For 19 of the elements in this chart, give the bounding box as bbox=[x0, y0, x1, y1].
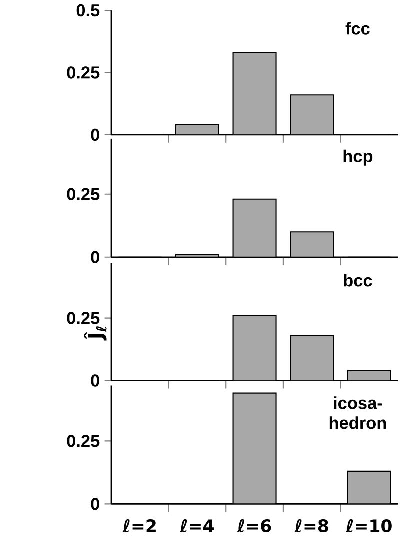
y-tick-label: 0 bbox=[91, 498, 100, 510]
x-tick-label: ℓ=8 bbox=[294, 519, 328, 533]
y-tick-label: 0.25 bbox=[67, 312, 100, 324]
y-tick-label: 0 bbox=[91, 374, 100, 387]
y-tick-label: 0.25 bbox=[67, 435, 100, 448]
y-tick-label: 0.5 bbox=[76, 4, 100, 17]
y-tick-label: 0 bbox=[91, 128, 100, 142]
x-tick-label: ℓ=6 bbox=[237, 519, 272, 533]
x-tick-label: ℓ=2 bbox=[122, 519, 156, 533]
chart-title: bcc bbox=[344, 274, 372, 287]
text: hcp bbox=[344, 150, 373, 166]
text: icosa-hedron bbox=[330, 396, 386, 430]
x-tick-label: ℓ=4 bbox=[180, 519, 214, 533]
y-tick-label: 0.25 bbox=[67, 188, 100, 200]
y-tick-label: 0 bbox=[91, 251, 100, 264]
x-tick-label: ℓ=10 bbox=[346, 519, 392, 533]
y-axis-title: Ĵ$_{ℓ}$ bbox=[84, 326, 107, 341]
y-tick-label: 0.25 bbox=[67, 66, 100, 79]
text: fcc bbox=[346, 22, 370, 35]
